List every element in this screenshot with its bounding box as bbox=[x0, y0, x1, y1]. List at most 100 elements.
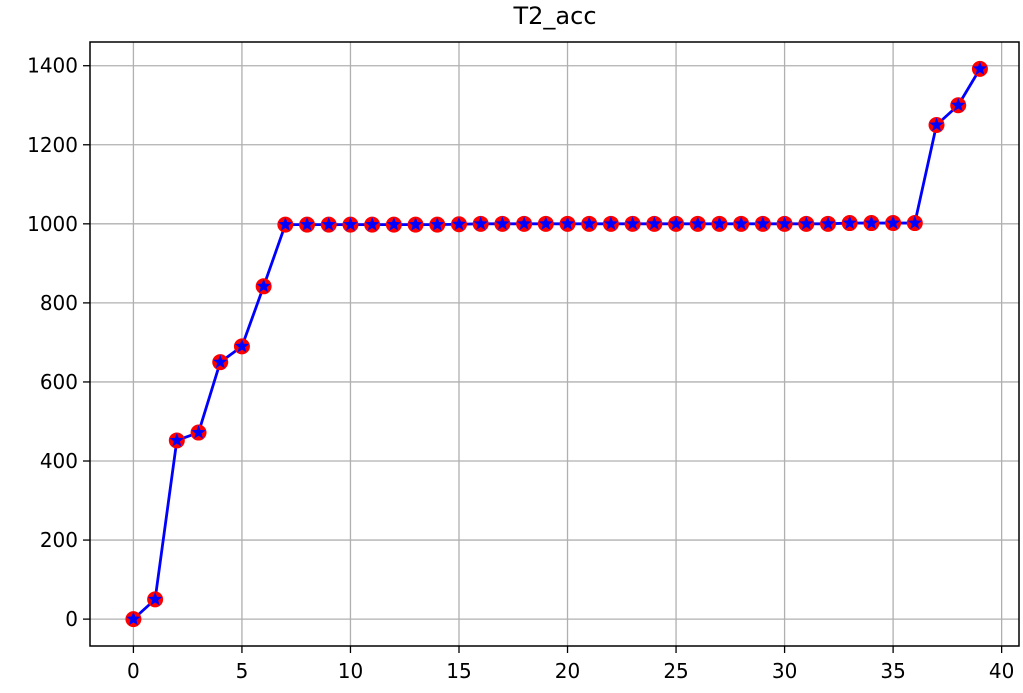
x-tick-label: 40 bbox=[989, 659, 1014, 683]
point-star-marker bbox=[885, 215, 901, 230]
point-star-marker bbox=[647, 216, 662, 230]
data-point bbox=[971, 60, 988, 77]
data-point bbox=[711, 215, 728, 232]
point-star-marker bbox=[668, 216, 684, 230]
x-tick-label: 15 bbox=[446, 659, 471, 683]
plot-frame bbox=[89, 41, 1020, 647]
data-point bbox=[255, 278, 272, 295]
point-star-marker bbox=[538, 216, 553, 230]
point-star-marker bbox=[451, 216, 467, 231]
x-tick-label: 30 bbox=[772, 659, 797, 683]
data-point bbox=[798, 215, 815, 232]
y-tick-label: 1000 bbox=[27, 212, 78, 236]
point-star-marker bbox=[299, 217, 315, 231]
axes: 0 5 10 15 20 25 30 35 40020040060080010001200140… bbox=[27, 54, 1014, 683]
point-star-marker bbox=[907, 215, 922, 230]
data-point bbox=[233, 338, 250, 355]
data-point bbox=[819, 215, 836, 232]
point-star-marker bbox=[126, 611, 141, 626]
x-tick-label: 0 bbox=[127, 659, 140, 683]
point-star-marker bbox=[191, 425, 206, 439]
y-tick-label: 600 bbox=[40, 370, 78, 394]
x-tick-label: 10 bbox=[338, 659, 363, 683]
point-star-marker bbox=[582, 216, 597, 230]
point-star-marker bbox=[408, 217, 423, 231]
y-tick-label: 800 bbox=[40, 291, 78, 315]
point-star-marker bbox=[256, 278, 271, 293]
point-star-marker bbox=[213, 354, 228, 369]
point-star-marker bbox=[365, 217, 380, 231]
point-star-marker bbox=[430, 217, 445, 231]
point-star-marker bbox=[234, 338, 250, 353]
data-point bbox=[646, 215, 663, 232]
x-tick-label: 5 bbox=[236, 659, 249, 683]
data-point bbox=[277, 216, 294, 233]
data-point bbox=[168, 432, 185, 449]
point-star-marker bbox=[777, 216, 792, 230]
point-star-marker bbox=[473, 216, 488, 230]
data-point bbox=[472, 215, 489, 232]
data-point bbox=[407, 216, 424, 233]
data-point bbox=[385, 216, 402, 233]
point-star-marker bbox=[972, 61, 988, 75]
data-point bbox=[320, 216, 337, 233]
point-star-marker bbox=[169, 432, 184, 447]
point-star-marker bbox=[625, 216, 640, 230]
data-point bbox=[885, 215, 902, 232]
y-tick-label: 0 bbox=[65, 607, 78, 631]
data-point bbox=[581, 215, 598, 232]
data-point bbox=[299, 216, 316, 233]
point-star-marker bbox=[278, 217, 293, 231]
point-star-marker bbox=[712, 216, 727, 230]
data-point bbox=[516, 215, 533, 232]
data-point bbox=[537, 215, 554, 232]
point-star-marker bbox=[755, 216, 771, 230]
data-point bbox=[342, 216, 359, 233]
point-star-marker bbox=[343, 217, 358, 231]
point-star-marker bbox=[516, 216, 532, 230]
data-point bbox=[494, 215, 511, 232]
data-point bbox=[689, 215, 706, 232]
data-point bbox=[429, 216, 446, 233]
data-point bbox=[928, 117, 945, 134]
data-point bbox=[450, 216, 467, 233]
data-point bbox=[559, 215, 576, 232]
data-point bbox=[841, 215, 858, 232]
point-star-marker bbox=[560, 216, 575, 230]
series-line bbox=[132, 68, 982, 621]
point-star-marker bbox=[734, 216, 749, 230]
point-star-marker bbox=[951, 97, 966, 112]
point-star-marker bbox=[864, 215, 879, 230]
data-point bbox=[668, 215, 685, 232]
data-point bbox=[147, 591, 164, 608]
point-star-marker bbox=[690, 216, 705, 230]
data-point bbox=[212, 354, 229, 371]
x-tick-label: 35 bbox=[880, 659, 905, 683]
grid bbox=[90, 42, 1019, 646]
data-point bbox=[602, 215, 619, 232]
data-point bbox=[754, 215, 771, 232]
x-tick-label: 25 bbox=[663, 659, 688, 683]
data-point bbox=[125, 611, 142, 628]
data-point bbox=[190, 424, 207, 441]
point-star-marker bbox=[321, 217, 336, 231]
data-point bbox=[733, 215, 750, 232]
point-star-marker bbox=[820, 216, 836, 230]
y-tick-label: 1200 bbox=[27, 133, 78, 157]
data-point bbox=[950, 97, 967, 114]
point-star-marker bbox=[799, 216, 814, 230]
x-tick-label: 20 bbox=[555, 659, 580, 683]
point-star-marker bbox=[842, 215, 857, 230]
y-tick-label: 200 bbox=[40, 528, 78, 552]
point-star-marker bbox=[147, 591, 163, 606]
point-star-marker bbox=[603, 216, 619, 230]
data-point bbox=[624, 215, 641, 232]
data-point bbox=[863, 215, 880, 232]
point-star-marker bbox=[495, 216, 510, 230]
point-star-marker bbox=[386, 217, 402, 231]
chart-title: T2_acc bbox=[512, 2, 596, 30]
y-tick-label: 400 bbox=[40, 449, 78, 473]
series-group bbox=[125, 60, 988, 628]
data-point bbox=[364, 216, 381, 233]
